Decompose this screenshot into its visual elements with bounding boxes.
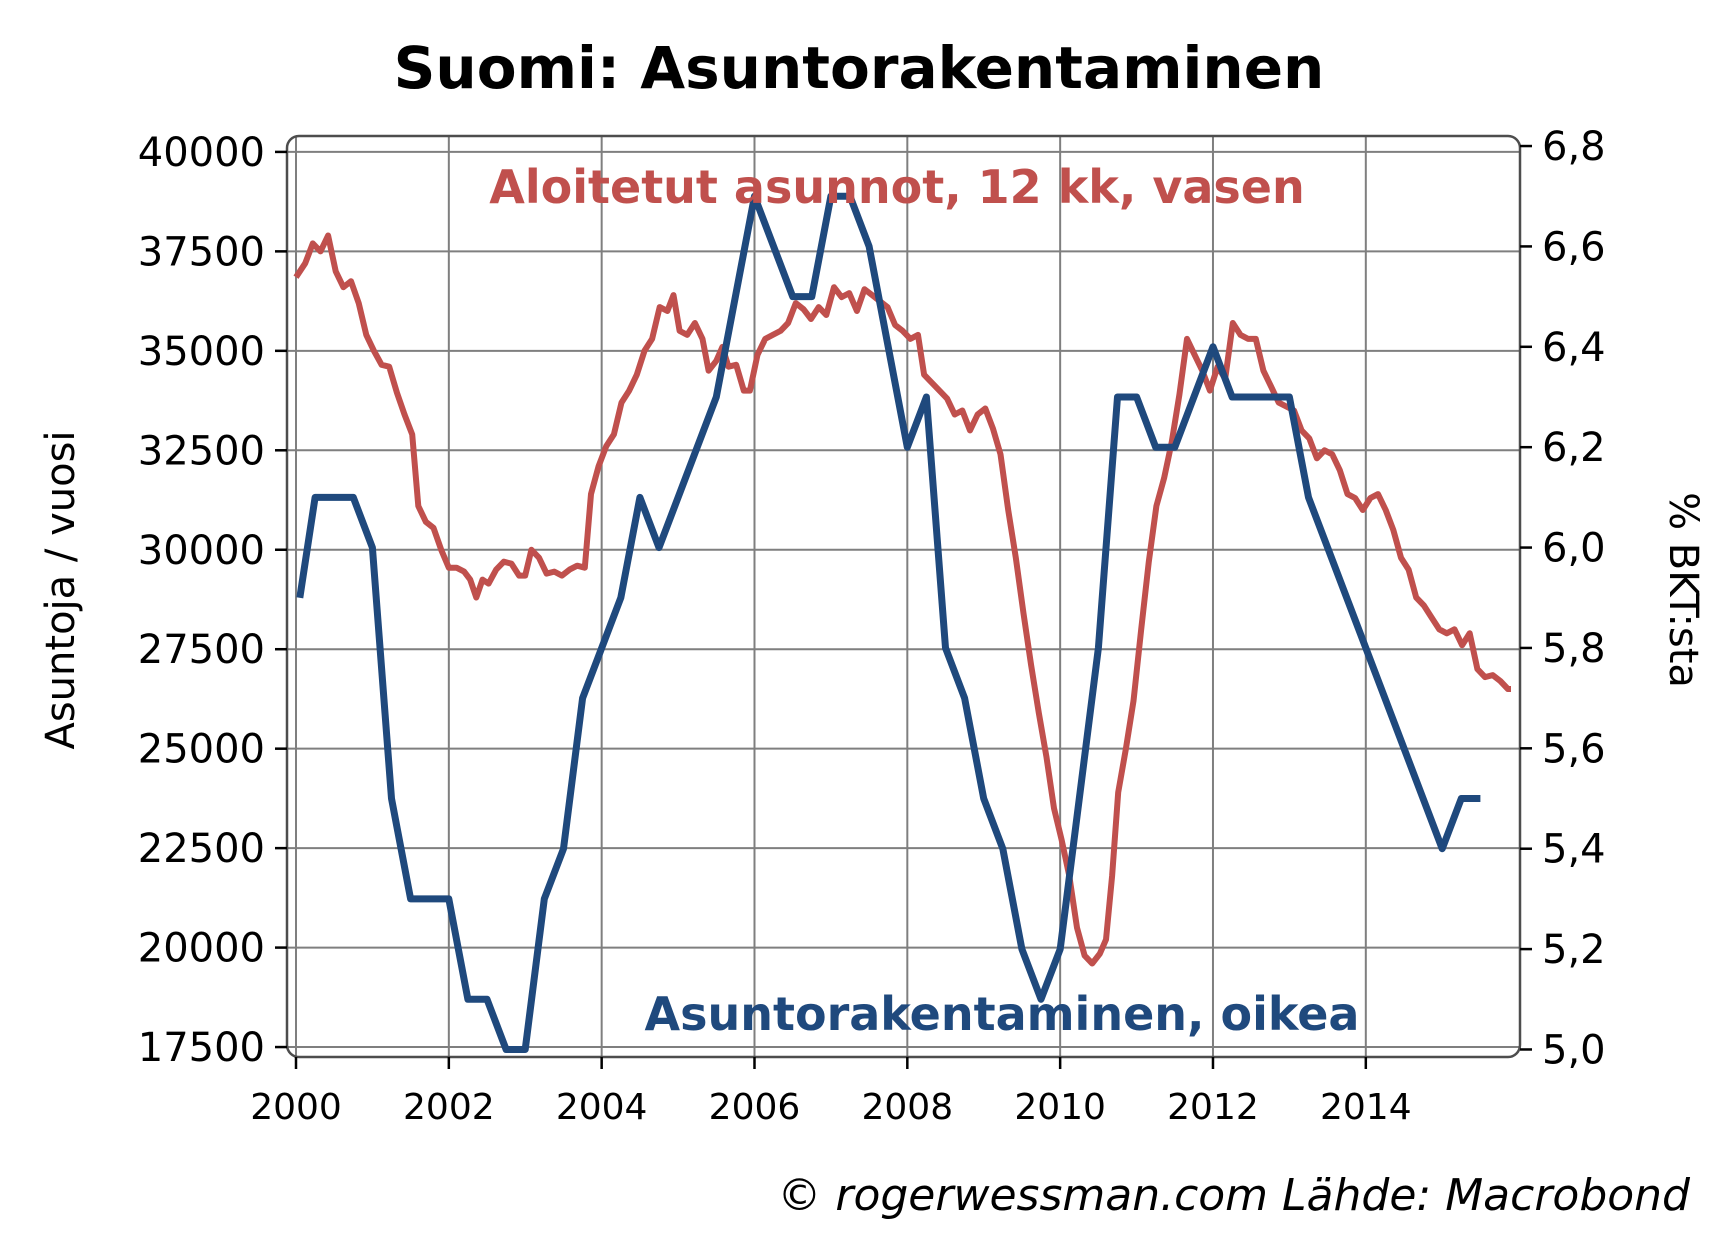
y-right-tick-label: 6,6 [1542,224,1606,270]
y-left-tick-label: 27500 [138,627,265,673]
y-left-tick-label: 37500 [138,229,265,275]
x-tick-label: 2008 [862,1087,954,1128]
y-left-tick-label: 25000 [138,727,265,773]
y-axis-right-label: % BKT:sta [1660,492,1706,688]
y-right-tick-label: 5,2 [1542,927,1606,973]
x-tick-label: 2002 [403,1087,495,1128]
source-credit: © rogerwessman.com Lähde: Macrobond [777,1170,1691,1221]
y-right-tick-label: 5,6 [1542,726,1606,772]
y-left-tick-label: 17500 [138,1025,265,1071]
y-right-tick-label: 5,8 [1542,626,1606,672]
series-label-red: Aloitetut asunnot, 12 kk, vasen [489,160,1304,214]
series-label-blue: Asuntorakentaminen, oikea [645,987,1360,1041]
y-left-tick-label: 40000 [138,130,265,176]
y-right-tick-label: 5,4 [1542,827,1606,873]
plot-frame [285,134,1522,1059]
y-left-tick-label: 35000 [138,329,265,375]
y-left-tick-label: 30000 [138,528,265,574]
y-right-tick-label: 6,4 [1542,325,1606,371]
x-tick-label: 2010 [1014,1087,1106,1128]
series-line-red [293,232,1511,967]
y-axis-left-label: Asuntoja / vuosi [38,430,84,749]
y-left-tick-label: 22500 [138,826,265,872]
y-right-tick-label: 6,0 [1542,526,1606,572]
grid [287,136,1520,1057]
y-left-tick-label: 32500 [138,428,265,474]
series-lines [293,192,1511,1053]
y-left-tick-label: 20000 [138,926,265,972]
x-tick-label: 2006 [709,1087,801,1128]
x-tick-label: 2004 [556,1087,648,1128]
axis-ticks: 2000 2002 2004 2006 2008 2010 2012 2014 17500 200… [138,124,1606,1128]
chart-title: Suomi: Asuntorakentaminen [394,34,1325,102]
x-tick-label: 2014 [1320,1087,1412,1128]
series-line-blue [296,192,1481,1053]
x-tick-label: 2000 [250,1087,342,1128]
y-right-tick-label: 5,0 [1542,1027,1606,1073]
x-tick-label: 2012 [1167,1087,1259,1128]
y-right-tick-label: 6,8 [1542,124,1606,170]
y-right-tick-label: 6,2 [1542,425,1606,471]
